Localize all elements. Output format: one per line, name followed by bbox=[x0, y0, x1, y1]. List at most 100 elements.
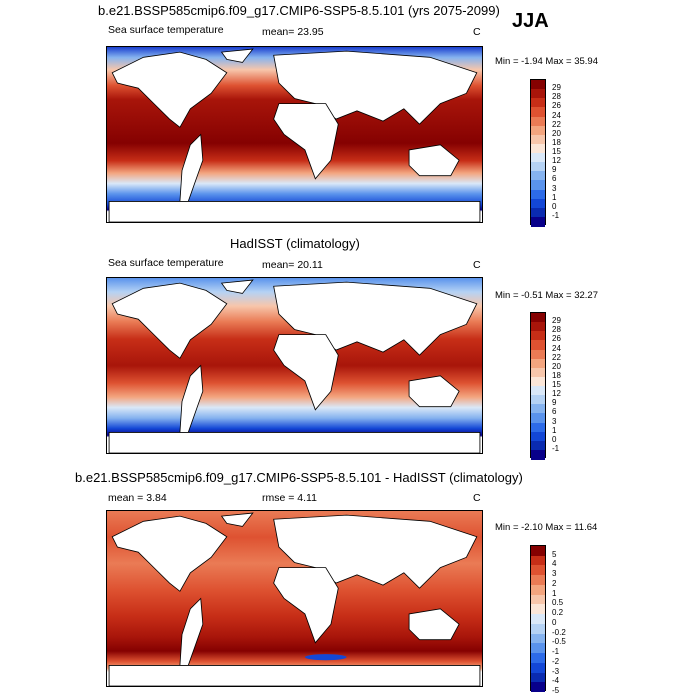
colorbar-level-label: 24 bbox=[552, 110, 561, 120]
panel2-title: HadISST (climatology) bbox=[230, 236, 360, 251]
colorbar-swatch bbox=[531, 322, 545, 332]
season-label: JJA bbox=[512, 10, 549, 32]
panel2-mean: mean= 20.11 bbox=[262, 259, 323, 271]
colorbar-swatch bbox=[531, 662, 545, 674]
colorbar-level-label: 22 bbox=[552, 352, 561, 362]
colorbar-level-label: -1 bbox=[552, 647, 560, 657]
colorbar-level-label: 3 bbox=[552, 183, 557, 193]
colorbar-level-label: 0 bbox=[552, 617, 557, 627]
colorbar-level-label: -0.5 bbox=[552, 637, 566, 647]
colorbar-level-label: 26 bbox=[552, 101, 561, 111]
panel1-mean: mean= 23.95 bbox=[262, 26, 324, 38]
colorbar-level-label: -3 bbox=[552, 666, 560, 676]
colorbar-level-label: -5 bbox=[552, 686, 560, 695]
colorbar-swatch bbox=[531, 189, 545, 200]
colorbar-swatch bbox=[531, 376, 545, 387]
colorbar-swatch bbox=[531, 153, 545, 163]
colorbar-swatch bbox=[531, 623, 545, 635]
colorbar-swatch bbox=[531, 80, 545, 90]
colorbar-level-label: 28 bbox=[552, 325, 561, 335]
colorbar-swatch bbox=[531, 313, 545, 323]
colorbar-swatch bbox=[531, 422, 545, 433]
colorbar-level-label: 3 bbox=[552, 569, 557, 579]
panel1-colorbar-swatches bbox=[530, 79, 546, 227]
colorbar-swatch bbox=[531, 614, 545, 625]
colorbar-swatch bbox=[531, 143, 545, 154]
colorbar-level-label: 5 bbox=[552, 549, 557, 559]
colorbar-level-label: 12 bbox=[552, 156, 561, 166]
colorbar-swatch bbox=[531, 449, 545, 460]
panel2-minmax: Min = -0.51 Max = 32.27 bbox=[495, 290, 598, 301]
colorbar-level-label: 6 bbox=[552, 174, 557, 184]
colorbar-swatch bbox=[531, 565, 545, 576]
colorbar-swatch bbox=[531, 171, 545, 181]
colorbar-level-label: 0 bbox=[552, 434, 557, 444]
colorbar-swatch bbox=[531, 584, 545, 596]
colorbar-level-label: 1 bbox=[552, 588, 557, 598]
colorbar-swatch bbox=[531, 216, 545, 227]
colorbar-swatch bbox=[531, 404, 545, 414]
colorbar-level-label: 15 bbox=[552, 380, 561, 389]
colorbar-swatch bbox=[531, 367, 545, 378]
panel3-minmax: Min = -2.10 Max = 11.64 bbox=[495, 522, 598, 533]
panel1-title: b.e21.BSSP585cmip6.f09_g17.CMIP6-SSP5-8.… bbox=[98, 3, 500, 18]
colorbar-swatch bbox=[531, 207, 545, 218]
panel3-rmse: rmse = 4.11 bbox=[262, 492, 317, 504]
colorbar-swatch bbox=[531, 134, 545, 145]
colorbar-swatch bbox=[531, 682, 545, 693]
colorbar-level-label: 4 bbox=[552, 559, 557, 569]
colorbar-swatch bbox=[531, 643, 545, 654]
colorbar-level-label: 29 bbox=[552, 83, 561, 93]
colorbar-swatch bbox=[531, 358, 545, 369]
colorbar-level-label: -1 bbox=[552, 210, 560, 220]
colorbar-level-label: 12 bbox=[552, 389, 561, 399]
colorbar-level-label: 22 bbox=[552, 119, 561, 129]
panel3-units: C bbox=[473, 492, 481, 504]
colorbar-swatch bbox=[531, 594, 545, 605]
colorbar-swatch bbox=[531, 633, 545, 644]
colorbar-swatch bbox=[531, 653, 545, 664]
colorbar-swatch bbox=[531, 431, 545, 442]
colorbar-swatch bbox=[531, 413, 545, 423]
colorbar-level-label: 15 bbox=[552, 147, 561, 156]
colorbar-level-label: -1 bbox=[552, 443, 560, 453]
panel3-mean: mean = 3.84 bbox=[108, 492, 167, 504]
colorbar-swatch bbox=[531, 180, 545, 190]
colorbar-swatch bbox=[531, 546, 545, 557]
panel1-field-label: Sea surface temperature bbox=[108, 24, 224, 36]
panel1-units: C bbox=[473, 26, 481, 38]
colorbar-swatch bbox=[531, 349, 545, 360]
panel3-map bbox=[106, 510, 483, 687]
colorbar-level-label: 6 bbox=[552, 407, 557, 417]
colorbar-level-label: 1 bbox=[552, 425, 557, 435]
colorbar-swatch bbox=[531, 555, 545, 566]
colorbar-swatch bbox=[531, 198, 545, 209]
colorbar-swatch bbox=[531, 98, 545, 108]
colorbar-level-label: -4 bbox=[552, 676, 560, 686]
colorbar-level-label: 9 bbox=[552, 398, 557, 408]
colorbar-level-label: 24 bbox=[552, 343, 561, 353]
panel1-map bbox=[106, 46, 483, 223]
colorbar-swatch bbox=[531, 440, 545, 451]
colorbar-swatch bbox=[531, 672, 545, 683]
colorbar-swatch bbox=[531, 116, 545, 127]
colorbar-level-label: -0.2 bbox=[552, 627, 566, 637]
panel2-field-label: Sea surface temperature bbox=[108, 257, 224, 269]
panel2-units: C bbox=[473, 259, 481, 271]
colorbar-level-label: 0 bbox=[552, 201, 557, 211]
colorbar-swatch bbox=[531, 340, 545, 350]
colorbar-level-label: 9 bbox=[552, 165, 557, 175]
colorbar-level-label: 18 bbox=[552, 370, 561, 380]
colorbar-swatch bbox=[531, 575, 545, 586]
colorbar-swatch bbox=[531, 162, 545, 172]
colorbar-level-label: 28 bbox=[552, 92, 561, 102]
colorbar-level-label: 1 bbox=[552, 192, 557, 202]
colorbar-swatch bbox=[531, 125, 545, 136]
colorbar-level-label: 3 bbox=[552, 416, 557, 426]
colorbar-swatch bbox=[531, 604, 545, 615]
panel3-title: b.e21.BSSP585cmip6.f09_g17.CMIP6-SSP5-8.… bbox=[75, 470, 523, 485]
panel2-map bbox=[106, 277, 483, 454]
colorbar-swatch bbox=[531, 386, 545, 396]
colorbar-level-label: 26 bbox=[552, 334, 561, 344]
colorbar-swatch bbox=[531, 107, 545, 117]
